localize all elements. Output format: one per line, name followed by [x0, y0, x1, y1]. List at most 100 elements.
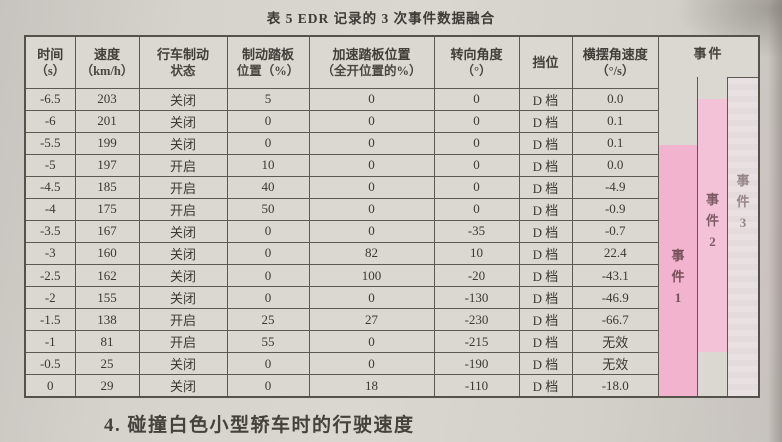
- table-cell: D 档: [518, 153, 573, 177]
- table-cell: 18: [308, 374, 435, 398]
- table-cell: -35: [433, 219, 520, 243]
- table-cell: 25: [226, 308, 310, 332]
- column-header-line2: （km/h）: [80, 63, 134, 78]
- table-cell: 无效: [571, 352, 660, 376]
- table-cell: 0: [226, 219, 310, 243]
- table-row: -2.5 162 关闭 0 100 -20 D 档 -43.1: [24, 263, 660, 288]
- table-cell: 0.1: [571, 131, 660, 155]
- table-cell: D 档: [518, 374, 573, 398]
- table-cell: 关闭: [138, 374, 228, 398]
- event-3-column: 事件 3: [727, 77, 758, 396]
- table-row: -4 175 开启 50 0 0 D 档 -0.9: [24, 197, 660, 221]
- column-header-line1: 时间: [37, 46, 64, 62]
- table-row: -2 155 关闭 0 0 -130 D 档 -46.9: [24, 286, 660, 310]
- table-cell: 201: [74, 109, 140, 133]
- table-cell: -1: [24, 330, 76, 354]
- table-cell: -5: [24, 153, 76, 177]
- table-row: -6.5 203 关闭 5 0 0 D 档 0.0: [24, 87, 660, 111]
- table-cell: D 档: [518, 131, 573, 155]
- table-cell: 0: [308, 109, 435, 133]
- event-2-label: 事件 2: [698, 189, 727, 252]
- table-cell: -230: [433, 308, 520, 332]
- event-2-highlight: [698, 99, 727, 352]
- event-label-char: 件: [671, 269, 685, 284]
- table-cell: 0: [308, 219, 435, 243]
- table-cell: 0: [308, 286, 435, 310]
- table-cell: 0: [226, 263, 310, 288]
- table-cell: 0: [226, 286, 310, 310]
- table-cell: 22.4: [571, 241, 660, 266]
- table-cell: 0: [308, 153, 435, 177]
- event-label-char: 事: [671, 248, 685, 263]
- column-header: 制动踏板 位置（%）: [226, 35, 310, 89]
- table-cell: 0: [308, 175, 435, 199]
- column-header-line2: （全开位置的%）: [321, 63, 422, 78]
- table-cell: 10: [433, 241, 520, 266]
- table-row: 0 29 关闭 0 18 -110 D 档 -18.0: [24, 374, 660, 398]
- column-header-line2: （s）: [35, 63, 66, 78]
- table-cell: 29: [74, 374, 140, 398]
- event-2-column: 事件 2: [697, 77, 727, 396]
- event-1-column: 事件 1: [659, 77, 697, 396]
- table-cell: 203: [74, 87, 140, 111]
- table-row: -5 197 开启 10 0 0 D 档 0.0: [24, 153, 660, 177]
- table-cell: 55: [226, 330, 310, 354]
- table-cell: -1.5: [24, 308, 76, 332]
- table-cell: D 档: [518, 352, 573, 376]
- column-header-line1: 横摆角速度: [582, 46, 648, 62]
- table-cell: 0: [226, 131, 310, 155]
- table-cell: -215: [433, 330, 520, 354]
- table-title: 表 5 EDR 记录的 3 次事件数据融合: [266, 11, 496, 26]
- column-header: 速度 （km/h）: [74, 35, 140, 89]
- table-row: -1.5 138 开启 25 27 -230 D 档 -66.7: [24, 308, 660, 332]
- column-header: 时间 （s）: [24, 35, 76, 89]
- table-cell: 138: [74, 308, 140, 332]
- table-cell: -43.1: [571, 263, 660, 288]
- table-cell: -4.5: [24, 175, 76, 199]
- table-cell: 0: [433, 175, 520, 199]
- table-cell: -130: [433, 286, 520, 310]
- table-cell: 0.0: [571, 87, 660, 111]
- table-cell: 0: [433, 109, 520, 133]
- table-cell: D 档: [518, 263, 573, 288]
- event-label-char: 1: [674, 290, 682, 305]
- table-cell: 0: [226, 352, 310, 376]
- column-header-line1: 制动踏板: [241, 46, 294, 62]
- table-cell: 开启: [138, 330, 228, 354]
- event-label-char: 件: [705, 213, 719, 228]
- scan-edge-shadow: [768, 0, 782, 442]
- table-cell: -0.9: [571, 197, 660, 221]
- table-cell: 25: [74, 352, 140, 376]
- table-cell: -46.9: [571, 286, 660, 310]
- column-header: 挡位: [518, 35, 573, 89]
- column-header-line1: 挡位: [532, 54, 559, 70]
- table-cell: 10: [226, 153, 310, 177]
- table-cell: 0: [308, 330, 435, 354]
- table-cell: 50: [226, 197, 310, 221]
- table-cell: 0: [308, 352, 435, 376]
- table-cell: D 档: [518, 330, 573, 354]
- table-header-row: 时间 （s） 速度 （km/h） 行车制动 状态 制动踏板 位置（%） 加速踏板位置 （全开位置的…: [24, 35, 660, 89]
- table-cell: 100: [308, 263, 435, 288]
- table-cell: 0: [433, 131, 520, 155]
- table-cell: D 档: [518, 286, 573, 310]
- table-cell: 0: [433, 197, 520, 221]
- table-cell: -4.9: [571, 175, 660, 199]
- table-cell: 167: [74, 219, 140, 243]
- table-cell: 开启: [138, 153, 228, 177]
- table-cell: -5.5: [24, 131, 76, 155]
- table-cell: 40: [226, 175, 310, 199]
- table-cell: D 档: [518, 175, 573, 199]
- table-row: -3.5 167 关闭 0 0 -35 D 档 -0.7: [24, 219, 660, 243]
- table-cell: -2: [24, 286, 76, 310]
- column-header: 加速踏板位置 （全开位置的%）: [308, 35, 435, 89]
- table-cell: -66.7: [571, 308, 660, 332]
- table-cell: 82: [308, 241, 435, 266]
- table-cell: -110: [433, 374, 520, 398]
- column-header: 行车制动 状态: [138, 35, 228, 89]
- table-cell: 0: [308, 87, 435, 111]
- column-header-line2: （°）: [461, 63, 492, 78]
- column-header: 横摆角速度 （°/s）: [571, 35, 660, 89]
